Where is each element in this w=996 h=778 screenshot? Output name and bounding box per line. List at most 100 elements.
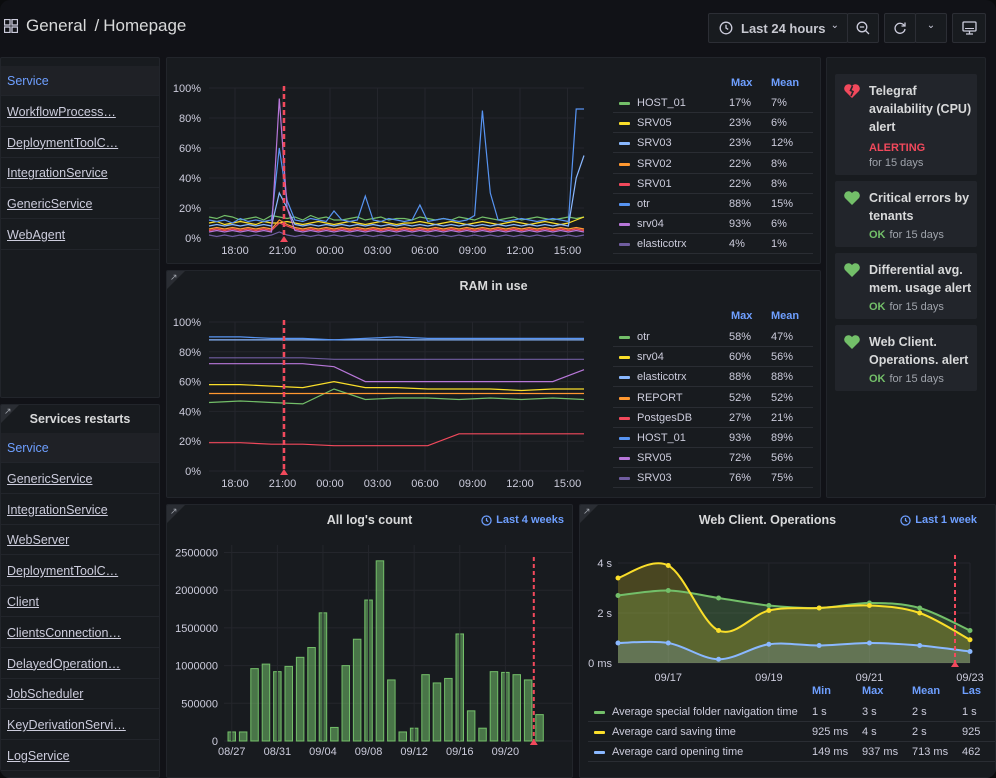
legend-max-value: 23%: [729, 137, 752, 150]
ram-usage-panel: ↗ RAM in use 100% 80% 60% 40% 20% 0% 18:00 21:0…: [166, 270, 821, 498]
data-point: [866, 640, 872, 646]
ram-chart: 100% 80% 60% 40% 20% 0% 18:00 21:00 00:00 03:00 06…: [173, 317, 585, 490]
alert-state: ALERTING: [869, 142, 926, 154]
external-link-icon[interactable]: ↗: [170, 272, 178, 282]
ram-legend: Max Mean otr 58% 47% srv04 60% 56% elasticotrx 88…: [613, 271, 818, 497]
alert-status: OK for 15 days: [869, 227, 973, 242]
legend-divider: [613, 213, 813, 214]
time-range-picker[interactable]: Last 24 hours ⌄: [708, 13, 848, 43]
breadcrumb-folder[interactable]: General: [26, 16, 87, 35]
data-point: [716, 595, 722, 601]
external-link-icon[interactable]: ↗: [583, 506, 591, 516]
legend-min-value: 149 ms: [812, 746, 849, 758]
external-link-icon[interactable]: ↗: [4, 406, 12, 416]
x-tick-label: 09/17: [655, 672, 683, 684]
list-item-link[interactable]: ClientsConnection…: [1, 618, 159, 648]
tv-mode-button[interactable]: [952, 13, 986, 43]
legend-mean-value: 88%: [771, 371, 794, 384]
list-item-link[interactable]: LogService: [1, 741, 159, 771]
list-item-link[interactable]: Service: [1, 66, 159, 96]
bar: [421, 674, 430, 742]
breadcrumb-page[interactable]: Homepage: [103, 16, 187, 35]
legend-series-name: SRV01: [637, 177, 672, 190]
data-point: [665, 588, 671, 593]
legend-max-value: 88%: [729, 371, 752, 384]
list-item-link[interactable]: IntegrationService: [1, 158, 159, 189]
legend-max-value: 60%: [729, 351, 752, 364]
bar: [238, 731, 248, 742]
x-tick-label: 15:00: [554, 478, 582, 490]
legend-row: srv04 93% 6%: [613, 214, 813, 234]
time-override[interactable]: Last 4 weeks: [481, 514, 564, 526]
legend-header-max: Max: [731, 77, 753, 89]
panel-corner: [580, 505, 598, 523]
cpu-usage-panel: 100% 80% 60% 40% 20% 0% 18:00 21:00 00:00 03:00 06…: [166, 57, 821, 264]
alert-name[interactable]: Web Client. Operations. alert: [869, 335, 969, 367]
bar: [330, 726, 339, 742]
list-item-link[interactable]: GenericService: [1, 464, 159, 494]
refresh-button[interactable]: [884, 13, 916, 43]
data-point: [967, 628, 973, 633]
series-line-srv04: [208, 98, 585, 233]
chart-plot-area: 2500000 2000000 1500000 1000000 500000 008/27…: [175, 545, 572, 758]
list-item-link[interactable]: Client: [1, 587, 159, 617]
annotation-marker-tip: [280, 469, 288, 475]
list-item-link[interactable]: Service: [1, 433, 159, 463]
list-item-link[interactable]: WorkflowProcess…: [1, 97, 159, 127]
legend-mean-value: 21%: [771, 411, 794, 424]
annotation-marker-tip: [280, 236, 288, 242]
legend-max-value: 22%: [729, 157, 752, 170]
clock-icon: [481, 514, 492, 526]
bar: [478, 727, 487, 742]
legend-header-mean: Mean: [912, 685, 941, 697]
alert-name[interactable]: Critical errors by tenants: [869, 191, 970, 223]
list-item-link[interactable]: DelayedOperation…: [1, 649, 159, 679]
legend-header-min: Min: [812, 685, 831, 697]
list-item-link[interactable]: DeploymentToolC…: [1, 128, 159, 158]
list-item-link[interactable]: JobScheduler: [1, 679, 159, 710]
services-restarts-panel: ↗ Services restarts Service GenericServic…: [0, 404, 160, 778]
x-tick-label: 00:00: [316, 478, 344, 490]
data-point: [615, 640, 621, 646]
time-override[interactable]: Last 1 week: [900, 514, 977, 526]
legend-mean-value: 12%: [771, 137, 794, 150]
legend-max-value: 93%: [729, 218, 752, 231]
legend-mean-value: 56%: [771, 351, 794, 364]
data-point: [766, 641, 772, 647]
legend-series-name: HOST_01: [637, 432, 686, 444]
legend-row: SRV02 22% 8%: [613, 154, 813, 174]
alert-name[interactable]: Telegraf availability (CPU) alert: [869, 84, 972, 134]
logs-chart: 2500000 2000000 1500000 1000000 500000 008/27…: [175, 545, 572, 758]
legend-color-swatch: [619, 162, 630, 166]
list-item-link[interactable]: KeyDerivationServi…: [1, 710, 159, 741]
y-tick-label: 40%: [179, 173, 201, 185]
alert-name[interactable]: Differential avg. mem. usage alert: [869, 263, 972, 295]
list-item-link[interactable]: GenericService: [1, 189, 159, 220]
list-item-link[interactable]: DeploymentToolC…: [1, 556, 159, 587]
series-line-SRV05: [209, 363, 585, 383]
legend-row: SRV03 76% 75%: [613, 468, 813, 488]
list-item-link[interactable]: WebAgent: [1, 220, 159, 250]
legend-divider: [613, 152, 813, 154]
legend-mean-value: 47%: [771, 331, 794, 343]
legend-divider: [588, 761, 995, 762]
legend-row: Average card opening time 149 ms 937 ms 713…: [588, 742, 995, 762]
dashboards-grid-icon: [4, 19, 18, 33]
y-tick-label: 1500000: [175, 623, 218, 635]
external-link-icon[interactable]: ↗: [170, 506, 178, 516]
broken-heart-icon: [844, 84, 860, 98]
legend-row: SRV03 23% 12%: [613, 133, 813, 153]
x-tick-label: 09/20: [492, 746, 520, 758]
legend-color-swatch: [619, 336, 630, 339]
refresh-interval-dropdown[interactable]: ⌄: [915, 13, 947, 43]
breadcrumb: General / Homepage: [4, 16, 186, 36]
list-item-link[interactable]: IntegrationService: [1, 495, 159, 525]
zoom-out-button[interactable]: [847, 13, 879, 43]
annotation-marker-tip: [529, 739, 538, 745]
legend-header-mean: Mean: [771, 310, 800, 322]
list-item-link[interactable]: WebServer: [1, 525, 159, 556]
y-tick-label: 0 ms: [588, 658, 612, 670]
x-tick-label: 09:00: [459, 245, 487, 257]
legend-row: elasticotrx 4% 1%: [613, 234, 813, 254]
